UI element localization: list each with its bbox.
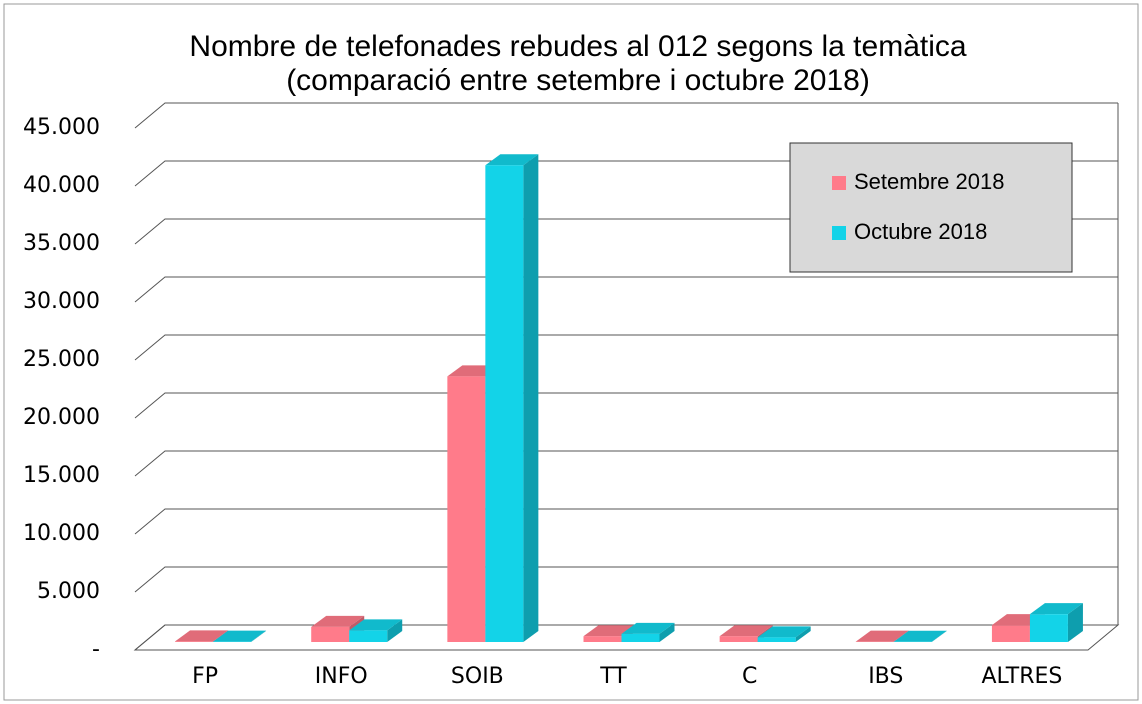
bar-top (621, 622, 675, 634)
y-tick-label: 40.000 (23, 173, 100, 198)
grid-line (134, 392, 1118, 419)
y-tick-label: 20.000 (23, 405, 100, 430)
y-tick-label: 45.000 (23, 115, 100, 140)
bar-top (485, 154, 539, 166)
bar (175, 641, 214, 642)
grid-line (134, 450, 1118, 477)
bar (991, 625, 1030, 642)
x-tick-label: IBS (868, 664, 903, 689)
x-tick-label: C (742, 664, 757, 689)
chart-title: (comparació entre setembre i octubre 201… (286, 64, 870, 97)
chart-title: Nombre de telefonades rebudes al 012 seg… (189, 30, 966, 63)
grid-line (134, 334, 1118, 361)
bar-side (1067, 603, 1083, 642)
y-tick-label: 5.000 (37, 579, 100, 604)
grid-line (134, 102, 1118, 129)
bar-top (349, 619, 403, 631)
bar-side (659, 622, 675, 642)
bar-top (213, 630, 267, 642)
legend-swatch (832, 226, 846, 240)
bar-side (523, 154, 539, 643)
y-tick-label: 15.000 (23, 463, 100, 488)
bar-top (855, 630, 909, 642)
bar-side (251, 630, 267, 642)
legend-box (789, 142, 1073, 273)
bar (757, 637, 796, 642)
bar-side (795, 626, 811, 642)
grid-line (134, 276, 1118, 303)
bar-side (387, 619, 403, 642)
y-tick-label: 10.000 (23, 521, 100, 546)
bar-top (719, 625, 773, 637)
bar (311, 626, 350, 642)
bar (583, 636, 622, 642)
legend-label: Octubre 2018 (854, 219, 987, 244)
bar (621, 633, 660, 642)
grid-line (134, 566, 1118, 593)
bar (447, 376, 486, 642)
y-tick-label: - (92, 637, 100, 662)
y-tick-label: 25.000 (23, 347, 100, 372)
bar-top (175, 630, 229, 642)
y-tick-label: 35.000 (23, 231, 100, 256)
x-tick-label: FP (192, 664, 218, 689)
bar (1029, 614, 1068, 642)
y-tick-label: 30.000 (23, 289, 100, 314)
bar-top (311, 615, 365, 627)
x-tick-label: ALTRES (981, 664, 1062, 689)
grid-line (134, 508, 1118, 535)
legend-swatch (832, 176, 846, 190)
x-tick-label: INFO (315, 664, 368, 689)
x-tick-label: TT (599, 664, 627, 689)
bar-top (1029, 603, 1083, 615)
legend-label: Setembre 2018 (854, 169, 1004, 194)
bar-top (893, 630, 947, 642)
bar (349, 630, 388, 642)
bar (719, 636, 758, 642)
bar-side (931, 630, 947, 642)
x-tick-label: SOIB (451, 664, 504, 689)
bar (485, 165, 524, 643)
grid-line (134, 624, 1118, 651)
bar-top (757, 626, 811, 638)
chart-border (3, 3, 1139, 701)
